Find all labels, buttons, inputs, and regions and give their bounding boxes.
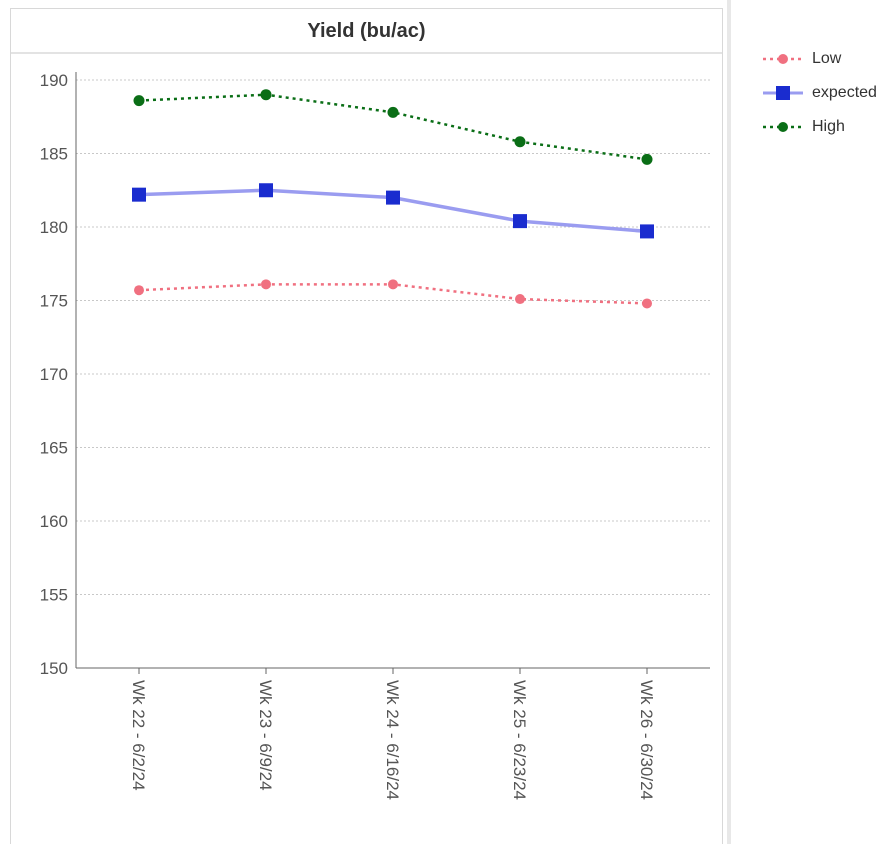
legend-label-low: Low	[812, 50, 842, 67]
point-expected-3	[513, 214, 527, 229]
legend-item-low[interactable]: Low	[760, 42, 877, 76]
point-expected-1	[259, 183, 273, 198]
chart-panel: Yield (bu/ac)	[10, 8, 723, 844]
point-expected-4	[640, 224, 654, 239]
chart-title: Yield (bu/ac)	[11, 9, 722, 54]
y-tick-label-165: 165	[40, 439, 68, 458]
legend-swatch-expected	[763, 86, 803, 100]
y-tick-label-180: 180	[40, 218, 68, 237]
point-high-2	[387, 106, 399, 118]
y-tick-label-170: 170	[40, 365, 68, 384]
x-tick-label-4: Wk 26 - 6/30/24	[637, 680, 656, 800]
y-tick-label-185: 185	[40, 145, 68, 164]
point-low-3	[515, 294, 525, 305]
y-tick-label-190: 190	[40, 71, 68, 90]
point-expected-2	[386, 190, 400, 205]
point-low-0	[134, 285, 144, 296]
legend: Low expected High	[760, 42, 877, 144]
point-high-0	[133, 95, 145, 107]
point-high-3	[514, 136, 526, 148]
point-low-2	[388, 279, 398, 290]
x-tick-label-1: Wk 23 - 6/9/24	[256, 680, 275, 791]
y-tick-label-150: 150	[40, 659, 68, 678]
point-low-4	[642, 298, 652, 309]
point-expected-0	[132, 187, 146, 202]
point-low-1	[261, 279, 271, 290]
point-high-1	[260, 89, 272, 101]
legend-swatch-low	[763, 54, 803, 64]
x-tick-label-3: Wk 25 - 6/23/24	[510, 680, 529, 800]
legend-label-expected: expected	[812, 84, 877, 101]
panel-divider[interactable]	[727, 0, 731, 844]
legend-item-expected[interactable]: expected	[760, 76, 877, 110]
y-tick-label-155: 155	[40, 586, 68, 605]
x-tick-label-2: Wk 24 - 6/16/24	[383, 680, 402, 800]
x-tick-label-0: Wk 22 - 6/2/24	[129, 680, 148, 791]
legend-swatch-high	[763, 122, 803, 132]
legend-item-high[interactable]: High	[760, 110, 877, 144]
legend-label-high: High	[812, 118, 845, 135]
series-line-high	[138, 93, 648, 161]
y-tick-label-160: 160	[40, 512, 68, 531]
y-tick-label-175: 175	[40, 292, 68, 311]
point-high-4	[641, 153, 653, 165]
